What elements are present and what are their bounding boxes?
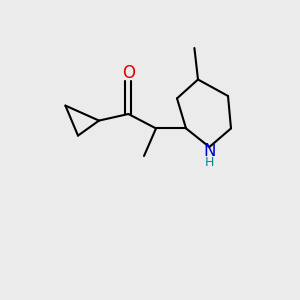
Text: O: O: [122, 64, 135, 82]
Text: H: H: [205, 155, 214, 169]
Text: N: N: [203, 142, 216, 160]
